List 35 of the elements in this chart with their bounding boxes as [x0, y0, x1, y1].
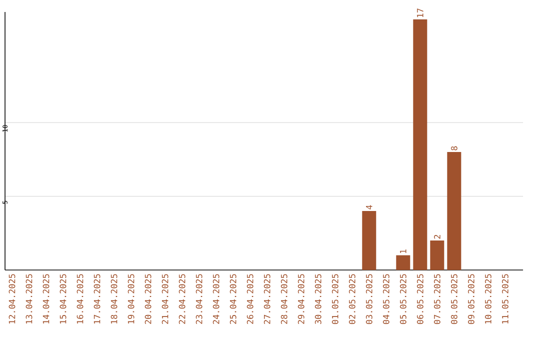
x-tick-label: 16.04.2025: [76, 274, 84, 324]
x-tick-label: 10.05.2025: [484, 274, 492, 324]
x-tick-label: 02.05.2025: [348, 274, 356, 324]
x-tick-label: 12.04.2025: [8, 274, 16, 324]
x-tick-label: 25.04.2025: [230, 274, 236, 324]
x-tick-label: 28.04.2025: [280, 274, 288, 324]
x-tick-label: 17.04.2025: [94, 274, 100, 324]
x-tick-label: 04.05.2025: [382, 274, 390, 324]
x-tick-label: 13.04.2025: [26, 274, 32, 324]
data-label: 4: [366, 205, 372, 210]
x-tick-label: 24.04.2025: [212, 274, 220, 324]
x-tick-label: 29.04.2025: [298, 274, 304, 324]
x-tick-label: 19.04.2025: [128, 274, 134, 324]
x-tick-label: 01.05.2025: [332, 274, 338, 324]
x-tick-label: 03.05.2025: [366, 274, 372, 324]
x-tick-label: 21.04.2025: [162, 274, 168, 324]
x-tick-label: 06.05.2025: [416, 274, 424, 324]
x-tick-label: 09.05.2025: [468, 274, 474, 324]
x-tick-label: 08.05.2025: [450, 274, 458, 324]
x-tick-label: 15.04.2025: [60, 274, 66, 324]
x-tick-label: 07.05.2025: [434, 274, 440, 324]
x-tick-label: 05.05.2025: [400, 274, 406, 324]
x-tick-label: 18.04.2025: [110, 274, 118, 324]
x-tick-label: 20.04.2025: [144, 274, 152, 324]
data-label: 2: [434, 234, 440, 239]
x-tick-label: 27.04.2025: [264, 274, 270, 324]
x-tick-label: 30.04.2025: [314, 274, 322, 324]
data-label: 8: [450, 146, 458, 150]
data-label: 1: [400, 250, 406, 254]
data-label: 17: [417, 8, 424, 18]
x-tick-label: 11.05.2025: [502, 274, 508, 324]
x-tick-label: 23.04.2025: [196, 274, 202, 324]
x-tick-label: 22.04.2025: [178, 274, 186, 324]
x-tick-label: 14.04.2025: [42, 274, 50, 324]
x-tick-label: 26.04.2025: [246, 274, 254, 324]
